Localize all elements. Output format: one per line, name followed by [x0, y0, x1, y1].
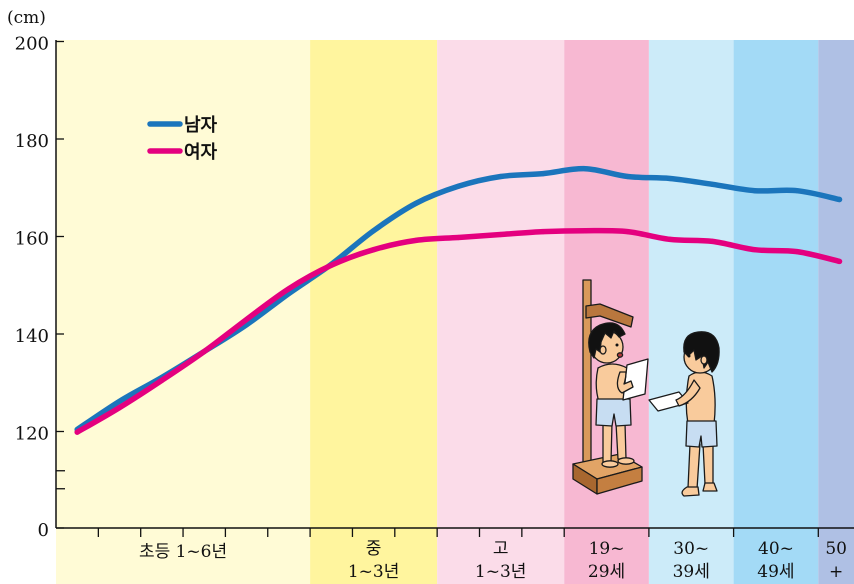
- data-point: [582, 166, 589, 172]
- x-group-label: 19~: [589, 539, 625, 559]
- boy-on-scale: [588, 322, 649, 468]
- stadiometer-head-slider: [585, 303, 634, 328]
- data-point: [74, 429, 80, 435]
- paper-sheet: [622, 358, 649, 401]
- data-point: [582, 228, 589, 234]
- age-group-band: [437, 40, 565, 584]
- y-tick-label: 140: [15, 326, 49, 347]
- data-point: [371, 247, 377, 253]
- x-group-label: 30~: [673, 539, 709, 559]
- data-point: [159, 377, 165, 383]
- data-point: [752, 188, 758, 194]
- data-point: [709, 181, 716, 187]
- data-point: [498, 173, 504, 180]
- data-point: [625, 173, 631, 180]
- kids-measuring-height-illustration: [572, 279, 720, 497]
- x-group-label: 39세: [673, 562, 710, 582]
- x-group-label: 초등 1~6년: [139, 542, 227, 562]
- axes: 초등 1~6년 중 1~3년 고 1~3년 19~ 29세 30~ 39세 40~ 49세 50 +20…: [15, 34, 854, 582]
- data-point: [667, 236, 673, 242]
- data-point: [116, 405, 123, 411]
- x-group-label: 49세: [757, 562, 794, 582]
- data-point: [625, 229, 631, 235]
- age-group-band: [310, 40, 438, 584]
- legend-item-male: 남자: [147, 115, 218, 136]
- legend-item-female: 여자: [147, 142, 218, 163]
- x-group-label: 고: [493, 539, 509, 559]
- data-point: [667, 175, 673, 182]
- data-point: [244, 316, 250, 322]
- paper-sheet: [648, 391, 689, 412]
- x-group-label: +: [829, 562, 843, 582]
- x-group-label: 1~3년: [348, 562, 400, 582]
- data-point: [455, 183, 461, 189]
- data-point: [455, 234, 461, 241]
- data-point: [371, 228, 377, 234]
- y-axis-unit-label: (cm): [7, 8, 46, 28]
- age-group-band: [818, 40, 854, 584]
- data-point: [201, 348, 207, 355]
- series-2: [74, 227, 843, 435]
- stadiometer-base-front: [596, 466, 643, 495]
- data-point: [836, 196, 843, 203]
- data-point: [794, 188, 800, 194]
- y-tick-label: 0: [38, 520, 49, 541]
- y-tick-label: 120: [15, 424, 49, 445]
- age-group-band: [648, 40, 734, 584]
- data-point: [413, 200, 419, 206]
- data-point: [540, 171, 546, 177]
- data-point: [709, 238, 716, 244]
- age-group-band: [733, 40, 819, 584]
- data-point: [328, 262, 334, 268]
- y-tick-label: 160: [15, 229, 49, 250]
- boy-holding-paper: [648, 331, 720, 497]
- data-point: [540, 229, 546, 235]
- x-group-label: 29세: [588, 562, 625, 582]
- x-group-label: 40~: [758, 539, 794, 559]
- data-point: [498, 231, 504, 238]
- legend: 남자 여자: [147, 115, 218, 163]
- data-point: [116, 398, 123, 404]
- x-group-label: 50: [825, 539, 847, 559]
- x-group-label: 1~3년: [475, 562, 527, 582]
- legend-label-female: 여자: [184, 142, 218, 163]
- data-point: [413, 237, 419, 243]
- data-point: [752, 247, 758, 253]
- data-point: [286, 286, 292, 292]
- series-lines: [74, 165, 843, 435]
- data-point: [836, 258, 843, 264]
- x-group-label: 중: [366, 539, 382, 559]
- y-tick-label: 180: [15, 131, 49, 152]
- data-point: [794, 249, 800, 255]
- y-tick-label: 200: [15, 34, 49, 55]
- legend-label-male: 남자: [184, 115, 218, 136]
